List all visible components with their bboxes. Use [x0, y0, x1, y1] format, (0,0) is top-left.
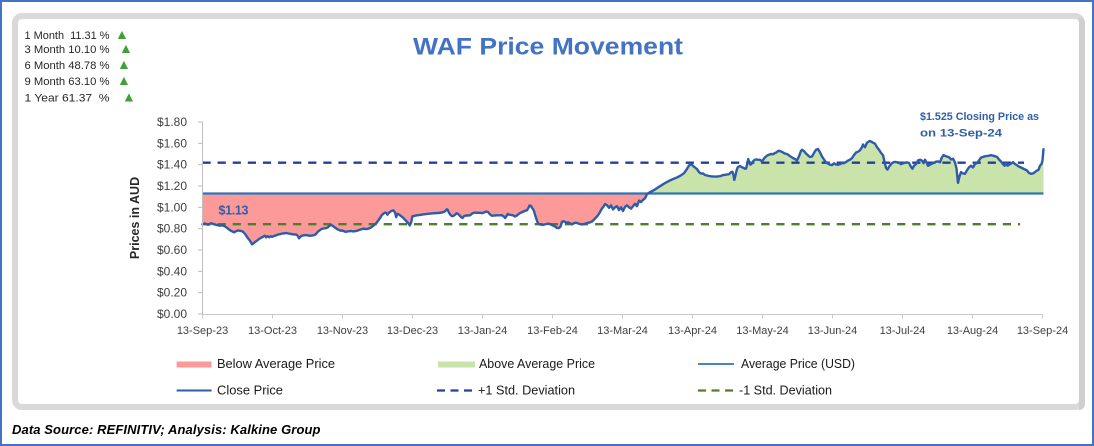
svg-text:$1.525 Closing Price as: $1.525 Closing Price as	[920, 111, 1039, 123]
svg-text:13-Feb-24: 13-Feb-24	[527, 325, 578, 337]
svg-text:$1.60: $1.60	[157, 136, 187, 150]
svg-text:$0.00: $0.00	[157, 307, 187, 321]
svg-text:$1.80: $1.80	[157, 115, 187, 129]
svg-text:13-May-24: 13-May-24	[736, 325, 789, 337]
svg-text:Prices in AUD: Prices in AUD	[128, 177, 142, 259]
svg-text:$1.13: $1.13	[219, 204, 249, 218]
svg-text:Close Price: Close Price	[217, 384, 283, 398]
svg-text:on 13-Sep-24: on 13-Sep-24	[920, 128, 1003, 140]
svg-text:$0.40: $0.40	[157, 264, 187, 278]
svg-text:▲: ▲	[115, 26, 129, 42]
svg-text:$1.00: $1.00	[157, 200, 187, 214]
svg-text:13-Jul-24: 13-Jul-24	[880, 325, 926, 337]
svg-text:13-Sep-23: 13-Sep-23	[177, 325, 228, 337]
svg-text:1 Year 61.37 %: 1 Year 61.37 %	[25, 93, 110, 105]
svg-text:▲: ▲	[117, 56, 131, 72]
svg-text:$0.80: $0.80	[157, 222, 187, 236]
svg-text:13-Mar-24: 13-Mar-24	[597, 325, 648, 337]
svg-text:13-Jun-24: 13-Jun-24	[808, 325, 858, 337]
svg-text:WAF Price Movement: WAF Price Movement	[413, 34, 683, 61]
svg-text:13-Aug-24: 13-Aug-24	[947, 325, 998, 337]
svg-text:▲: ▲	[122, 89, 136, 105]
svg-text:13-Apr-24: 13-Apr-24	[668, 325, 717, 337]
svg-text:$1.40: $1.40	[157, 158, 187, 172]
svg-text:6 Month 48.78 %: 6 Month 48.78 %	[25, 60, 110, 72]
svg-text:Above Average Price: Above Average Price	[479, 357, 595, 371]
svg-text:$0.60: $0.60	[157, 243, 187, 257]
svg-text:13-Jan-24: 13-Jan-24	[458, 325, 508, 337]
svg-text:$0.20: $0.20	[157, 286, 187, 300]
svg-text:13-Sep-24: 13-Sep-24	[1017, 325, 1068, 337]
svg-text:3 Month 10.10 %: 3 Month 10.10 %	[25, 44, 110, 56]
svg-text:▲: ▲	[117, 72, 131, 88]
svg-text:$1.20: $1.20	[157, 179, 187, 193]
svg-text:13-Dec-23: 13-Dec-23	[387, 325, 438, 337]
svg-text:9 Month 63.10 %: 9 Month 63.10 %	[25, 76, 110, 88]
svg-text:13-Nov-23: 13-Nov-23	[317, 325, 368, 337]
svg-text:+1 Std. Deviation: +1 Std. Deviation	[478, 384, 575, 398]
svg-text:-1 Std. Deviation: -1 Std. Deviation	[739, 384, 832, 398]
svg-text:1 Month 11.31 %: 1 Month 11.31 %	[25, 30, 110, 42]
svg-text:Average Price (USD): Average Price (USD)	[741, 357, 855, 371]
svg-text:13-Oct-23: 13-Oct-23	[248, 325, 297, 337]
svg-text:Below Average Price: Below Average Price	[217, 357, 335, 371]
svg-text:▲: ▲	[119, 40, 133, 56]
